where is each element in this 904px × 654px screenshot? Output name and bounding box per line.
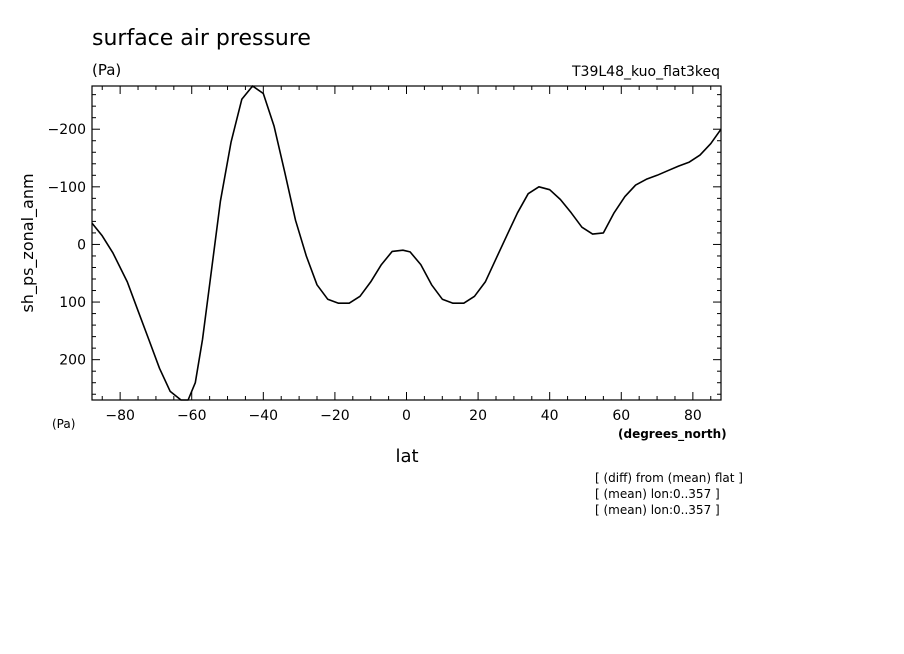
x-tick-label: 20: [469, 408, 487, 424]
y-axis-units: (Pa): [52, 417, 75, 431]
y-axis-label: sh_ps_zonal_anm: [18, 173, 38, 312]
plot-frame: [91, 85, 722, 401]
x-tick-label: 40: [541, 408, 559, 424]
x-axis-units: (degrees_north): [618, 427, 727, 442]
chart-title: surface air pressure: [92, 26, 311, 51]
series-line: [91, 85, 722, 401]
note-line-1: [ (diff) from (mean) flat ]: [595, 471, 743, 485]
x-tick-label: −20: [320, 408, 350, 424]
x-tick-label: −60: [177, 408, 207, 424]
y-tick-label: 200: [59, 353, 86, 369]
y-tick-labels: −200 −100 0 100 200: [48, 122, 86, 368]
y-tick-label: 0: [77, 237, 86, 253]
x-axis-label: lat: [395, 446, 418, 467]
x-tick-label: 60: [612, 408, 630, 424]
x-tick-label: −40: [249, 408, 279, 424]
x-tick-labels: −80 −60 −40 −20 0 20 40 60 80: [105, 408, 701, 424]
note-line-3: [ (mean) lon:0..357 ]: [595, 503, 720, 517]
title-units: (Pa): [92, 61, 121, 79]
tick-marks: [92, 86, 721, 400]
y-tick-label: −100: [48, 180, 86, 196]
x-tick-label: 0: [402, 408, 411, 424]
y-tick-label: −200: [48, 122, 86, 138]
x-tick-label: −80: [105, 408, 135, 424]
note-line-2: [ (mean) lon:0..357 ]: [595, 487, 720, 501]
run-label: T39L48_kuo_flat3keq: [571, 64, 720, 80]
y-tick-label: 100: [59, 295, 86, 311]
x-tick-label: 80: [684, 408, 702, 424]
